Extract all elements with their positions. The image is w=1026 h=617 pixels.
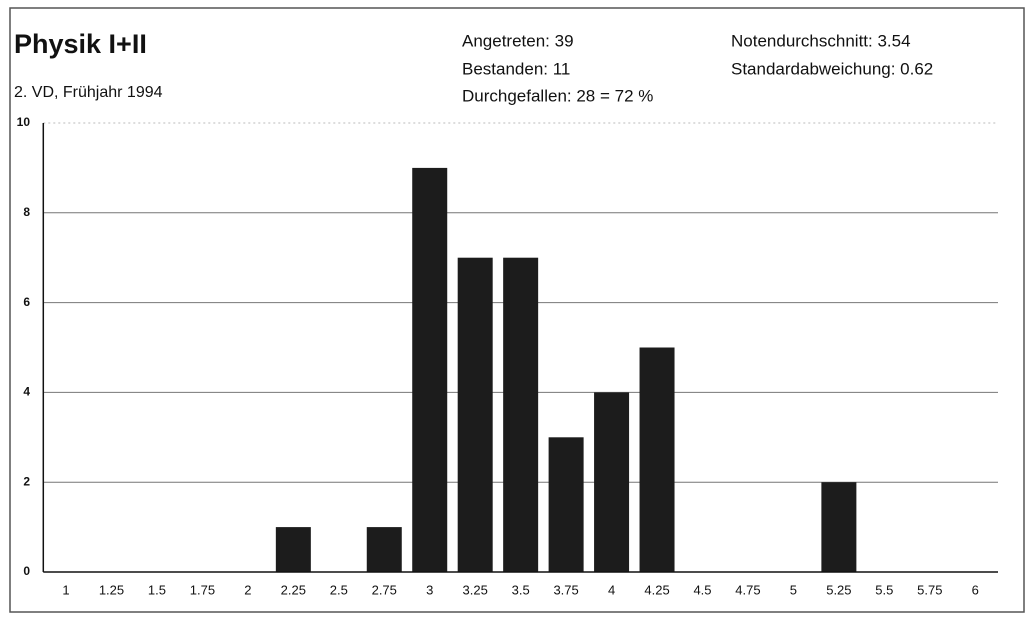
chart-frame	[9, 7, 1025, 613]
x-tick-label: 2.75	[372, 582, 397, 597]
bar	[548, 437, 584, 572]
y-tick-label: 4	[23, 385, 30, 399]
x-tick-label: 1.25	[99, 582, 124, 597]
x-tick-label: 3.25	[463, 582, 488, 597]
bar	[639, 347, 675, 572]
annotation: Angetreten: 39	[462, 31, 574, 50]
y-tick-label: 6	[23, 295, 30, 309]
x-tick-label: 1.5	[148, 582, 166, 597]
x-tick-label: 3.5	[512, 582, 530, 597]
y-tick-label: 0	[23, 564, 30, 578]
bar	[594, 392, 630, 572]
x-tick-label: 3	[426, 582, 433, 597]
x-tick-label: 4.5	[693, 582, 711, 597]
annotation: Standardabweichung: 0.62	[731, 59, 933, 78]
annotation: Bestanden: 11	[462, 59, 570, 78]
x-tick-label: 4	[608, 582, 615, 597]
x-tick-label: 5.75	[917, 582, 942, 597]
y-tick-label: 8	[23, 205, 30, 219]
x-tick-label: 2.5	[330, 582, 348, 597]
x-tick-label: 6	[972, 582, 979, 597]
x-tick-label: 1	[62, 582, 69, 597]
x-tick-label: 2	[244, 582, 251, 597]
y-tick-label: 10	[17, 115, 31, 129]
chart-subtitle: 2. VD, Frühjahr 1994	[14, 84, 163, 101]
x-tick-label: 4.25	[644, 582, 669, 597]
bar	[821, 482, 857, 572]
bar	[366, 527, 402, 572]
x-tick-label: 5.25	[826, 582, 851, 597]
annotation: Notendurchschnitt: 3.54	[731, 31, 911, 50]
y-tick-label: 2	[23, 474, 30, 488]
annotation: Durchgefallen: 28 = 72 %	[462, 86, 653, 105]
x-tick-label: 5	[790, 582, 797, 597]
x-tick-label: 1.75	[190, 582, 215, 597]
x-tick-label: 4.75	[735, 582, 760, 597]
x-tick-label: 5.5	[875, 582, 893, 597]
chart-title: Physik I+II	[14, 29, 147, 59]
bar	[412, 167, 448, 572]
bar	[275, 527, 311, 572]
x-tick-label: 2.25	[281, 582, 306, 597]
x-tick-label: 3.75	[553, 582, 578, 597]
bar	[457, 257, 493, 572]
bar	[503, 257, 539, 572]
